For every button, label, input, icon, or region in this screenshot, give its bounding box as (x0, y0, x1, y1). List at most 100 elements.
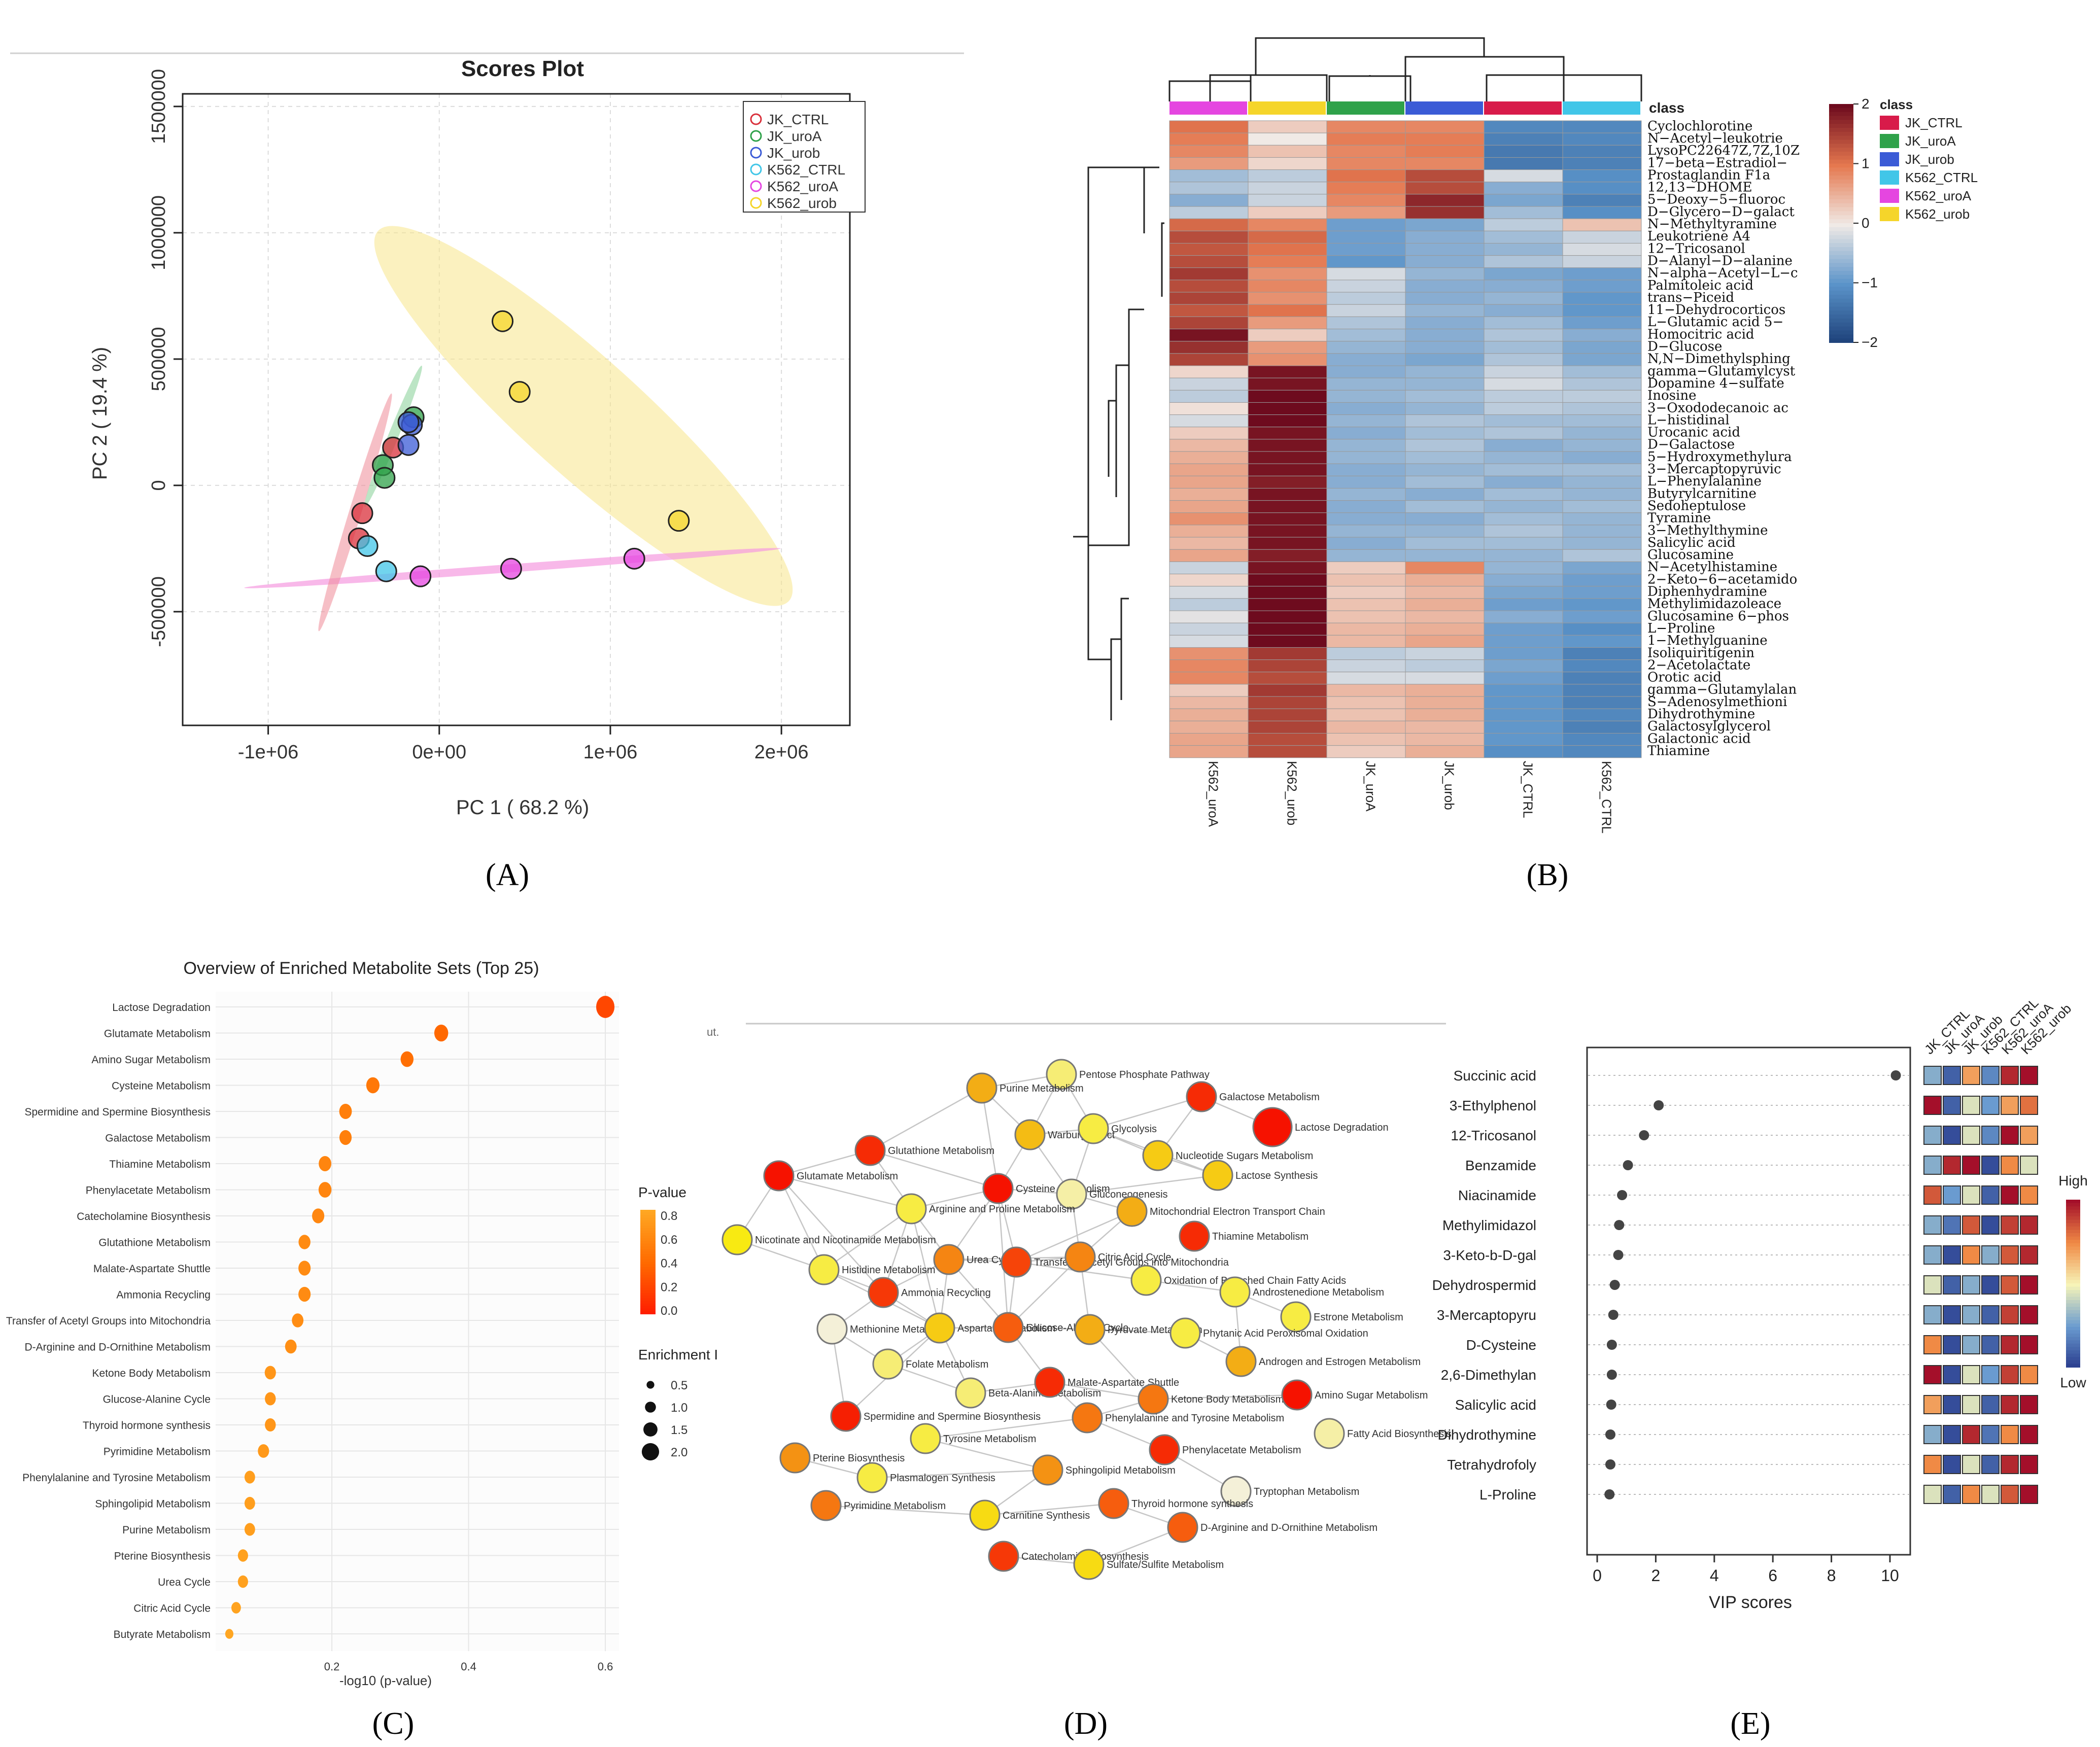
heatmap-cell (1405, 402, 1485, 415)
vip-scale-segment (2066, 1297, 2080, 1301)
heatmap-cell (1405, 255, 1485, 268)
heatmap-cell (1248, 157, 1327, 170)
heatmap-cell (1326, 304, 1406, 317)
row-label: 5−Deoxy−5−fluoroc (1647, 192, 1785, 207)
pvalue-segment (640, 1259, 656, 1263)
pvalue-segment (640, 1306, 656, 1309)
plot-background (216, 992, 619, 1651)
enrichment-point (237, 1549, 248, 1562)
enrichment-point (265, 1418, 276, 1431)
category-label: Citric Acid Cycle (133, 1603, 211, 1615)
heatmap-cell (1562, 525, 1642, 538)
scale-segment (1829, 306, 1853, 311)
vip-tile (1943, 1455, 1961, 1474)
y-tick-label: -500000 (148, 576, 169, 647)
heatmap-cell (1248, 243, 1327, 256)
point-k562-uroa (623, 547, 645, 570)
vip-point (1617, 1190, 1628, 1200)
vip-tile (1962, 1425, 1980, 1444)
heatmap-cell (1562, 439, 1642, 452)
vip-tile (1923, 1066, 1942, 1085)
scale-segment (1829, 271, 1853, 275)
heatmap-cell (1248, 488, 1327, 501)
network-edge (984, 1503, 1114, 1516)
row-label: 1−Methylguanine (1647, 633, 1768, 648)
network-edge (872, 1469, 1048, 1479)
heatmap-cell (1405, 157, 1485, 170)
vip-scale-segment (2066, 1326, 2080, 1331)
category-label: Ammonia Recycling (116, 1289, 211, 1301)
network-node-sulfate-sulfite-metabolism (1073, 1549, 1105, 1580)
network-node-label: Phenylacetate Metabolism (1182, 1445, 1301, 1456)
vip-tile (2001, 1335, 2019, 1354)
size-legend-dot (645, 1402, 656, 1413)
row-label: Thiamine (1647, 743, 1710, 758)
scale-segment (1829, 191, 1853, 196)
enrichment-point (298, 1235, 311, 1249)
scale-segment (1829, 315, 1853, 319)
heatmap-cell (1405, 745, 1485, 758)
heatmap-cell (1562, 659, 1642, 673)
network-panel: ut. Pentose Phosphate Pathway Purine Meta… (707, 1023, 1452, 1580)
y-tick-label: 500000 (148, 327, 169, 391)
enrichment-point (244, 1496, 255, 1510)
vip-tile (1943, 1275, 1961, 1295)
pvalue-segment (640, 1243, 656, 1247)
heatmap-cell (1484, 157, 1563, 170)
vip-tile (2001, 1275, 2019, 1295)
panel-label-e: (E) (1730, 1706, 1770, 1741)
vip-scale-segment (2066, 1223, 2080, 1227)
heatmap-cell (1248, 427, 1327, 440)
class-legend-swatch-jk-urob (1880, 152, 1899, 166)
scale-segment (1829, 319, 1853, 323)
heatmap-cell (1405, 145, 1485, 158)
vip-tile (2020, 1245, 2038, 1265)
vip-tile (1981, 1485, 2000, 1504)
heatmap-cell (1326, 659, 1406, 673)
network-node-spermidine-and-spermine-biosynthesis (830, 1401, 862, 1432)
heatmap-cell (1405, 316, 1485, 330)
heatmap-cell (1562, 169, 1642, 183)
heatmap-cell (1405, 659, 1485, 673)
network-node-label: Nucleotide Sugars Metabolism (1176, 1150, 1313, 1162)
pvalue-segment (640, 1311, 656, 1314)
row-label: Glucosamine (1647, 547, 1734, 563)
heatmap-cell (1169, 120, 1249, 133)
network-node-label: Sphingolipid Metabolism (1065, 1465, 1176, 1476)
heatmap-cell (1169, 635, 1249, 648)
heatmap-cell (1405, 341, 1485, 354)
legend-marker-k562-ctrl (750, 163, 762, 176)
vip-tile (1943, 1185, 1961, 1205)
heatmap-cell (1248, 377, 1327, 391)
vip-scale-segment (2066, 1240, 2080, 1244)
pvalue-segment (640, 1293, 656, 1297)
heatmap-cell (1326, 390, 1406, 403)
heatmap-dendrograms (1073, 37, 1642, 720)
heatmap-cell (1484, 206, 1563, 219)
pvalue-tick-label: 0.4 (661, 1257, 677, 1271)
vip-scale-segment (2066, 1209, 2080, 1214)
enrichment-point (258, 1444, 269, 1458)
legend-marker-jk-ctrl (750, 113, 762, 125)
scale-segment (1829, 176, 1853, 180)
vip-x-tick-label: 10 (1881, 1566, 1899, 1585)
network-node-label: Spermidine and Spermine Biosynthesis (864, 1411, 1041, 1422)
heatmap-cell (1405, 561, 1485, 575)
network-node-carnitine-synthesis (969, 1499, 1001, 1531)
heatmap-cell (1169, 145, 1249, 158)
network-node-label: Oxidation of Branched Chain Fatty Acids (1164, 1275, 1346, 1286)
vip-scale-segment (2066, 1307, 2080, 1311)
heatmap-cell (1405, 684, 1485, 697)
row-label: gamma−Glutamylalan (1647, 682, 1797, 697)
heatmap-cell (1326, 525, 1406, 538)
heatmap-cell (1562, 316, 1642, 330)
heatmap-cell (1484, 132, 1563, 146)
pvalue-legend: 0.8 0.6 0.4 0.2 0.0 (640, 1209, 677, 1318)
enrichment-point (292, 1313, 304, 1327)
network-node-label: Pterine Biosynthesis (813, 1453, 905, 1464)
enrichment-point (225, 1629, 234, 1639)
heatmap-cell (1562, 512, 1642, 526)
scores-ylabel: PC 2 ( 19.4 %) (89, 347, 111, 480)
heatmap-cell (1326, 708, 1406, 721)
heatmap-cell (1562, 500, 1642, 513)
